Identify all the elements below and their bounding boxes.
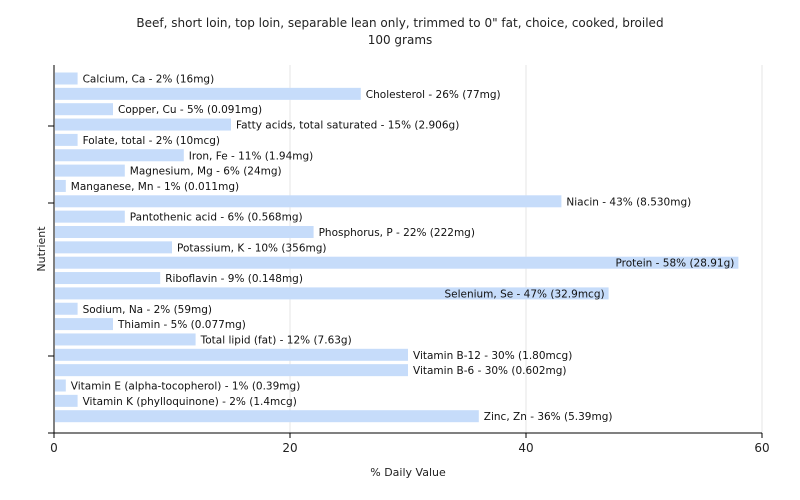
bar-label: Vitamin B-6 - 30% (0.602mg) [413,365,567,377]
bar [55,133,78,146]
bar [55,256,739,269]
x-tick-label: 0 [50,441,58,455]
bar-label: Manganese, Mn - 1% (0.011mg) [71,181,239,193]
bar [55,410,479,423]
bar [55,179,66,192]
bar-label: Phosphorus, P - 22% (222mg) [319,227,475,239]
bar [55,302,78,315]
x-tick-label: 40 [518,441,533,455]
bar [55,149,184,162]
bar [55,333,196,346]
bar [55,287,609,300]
bar-label: Vitamin K (phylloquinone) - 2% (1.4mcg) [83,396,297,408]
chart-title: Beef, short loin, top loin, separable le… [136,16,663,30]
bar-label: Selenium, Se - 47% (32.9mcg) [444,288,604,300]
bar [55,272,161,285]
bar [55,226,314,238]
bar [55,364,408,377]
x-axis-ticks: 0 20 40 60 [50,433,770,455]
bar [55,394,78,407]
bar-labels: Calcium, Ca - 2% (16mg) Cholesterol - 26%… [71,74,735,424]
bar-label: Niacin - 43% (8.530mg) [566,196,691,208]
bar-label: Cholesterol - 26% (77mg) [366,89,501,101]
axes [48,65,762,434]
bar-label: Sodium, Na - 2% (59mg) [83,304,212,316]
bar-label: Potassium, K - 10% (356mg) [177,242,327,254]
bar-label: Copper, Cu - 5% (0.091mg) [118,104,262,116]
bar-label: Calcium, Ca - 2% (16mg) [83,74,215,86]
bar [55,210,125,223]
bar-label: Total lipid (fat) - 12% (7.63g) [200,334,352,346]
bar [55,348,408,361]
bar [55,103,113,116]
bar [55,118,231,131]
bar-label: Protein - 58% (28.91g) [616,258,735,270]
bar [55,379,66,392]
x-tick-label: 60 [754,441,769,455]
bar-label: Riboflavin - 9% (0.148mg) [165,273,303,285]
bar-label: Thiamin - 5% (0.077mg) [117,319,246,331]
bar-label: Fatty acids, total saturated - 15% (2.90… [236,120,459,132]
bar [55,164,125,177]
bar-label: Pantothenic acid - 6% (0.568mg) [130,212,303,224]
x-axis-label: % Daily Value [370,466,446,479]
bar [55,87,361,100]
y-axis-label: Nutrient [35,226,48,272]
bar [55,241,172,254]
bar-label: Folate, total - 2% (10mcg) [83,135,220,147]
bar [55,195,562,208]
bar-label: Magnesium, Mg - 6% (24mg) [130,166,282,178]
bar-label: Zinc, Zn - 36% (5.39mg) [484,411,613,423]
bar-label: Vitamin B-12 - 30% (1.80mcg) [413,350,572,362]
bar-label: Iron, Fe - 11% (1.94mg) [189,150,313,162]
chart-subtitle: 100 grams [368,33,433,47]
x-tick-label: 20 [282,441,297,455]
bars [55,72,739,423]
bar [55,318,113,331]
bar-label: Vitamin E (alpha-tocopherol) - 1% (0.39m… [71,381,300,393]
bar [55,72,78,85]
